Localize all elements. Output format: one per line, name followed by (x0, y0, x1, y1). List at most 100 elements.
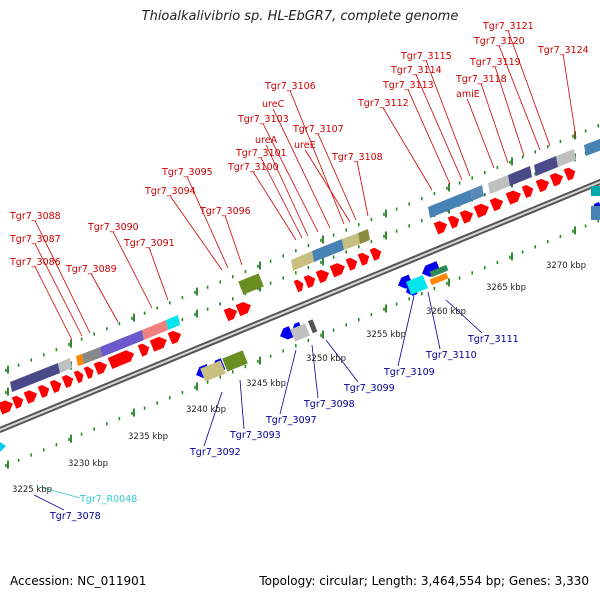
forward-gene-arrow (137, 343, 150, 357)
leader-line (39, 486, 81, 499)
leader-line (34, 243, 83, 337)
reverse-gene-label: Tgr7_3110 (425, 350, 477, 361)
scale-label: 3245 kbp (246, 379, 286, 389)
forward-gene-label: Tgr7_3096 (199, 206, 251, 217)
leader-line (304, 149, 351, 223)
forward-gene-arrow (447, 215, 460, 229)
topology-label: Topology: (259, 574, 316, 588)
reverse-gene-label: Tgr7_3109 (383, 367, 435, 378)
leader-line (112, 231, 153, 309)
leader-line (260, 157, 303, 239)
forward-gene-label: Tgr7_3091 (123, 238, 175, 249)
reverse-feature-blocks (0, 186, 600, 452)
rna-gene-label: Tgr7_R0048 (79, 494, 137, 505)
length-value: 3,464,554 bp (420, 574, 501, 588)
forward-gene-arrow (83, 366, 94, 379)
leader-line (169, 195, 223, 271)
forward-gene-arrow (23, 390, 38, 404)
forward-gene-label: Tgr7_3100 (227, 162, 279, 173)
forward-gene-label: Tgr7_3090 (87, 222, 139, 233)
leader-line (382, 107, 433, 191)
leader-line (466, 98, 495, 169)
reverse-gene-label: Tgr7_3097 (265, 415, 317, 426)
forward-gene-arrow (235, 302, 251, 317)
leader-line (265, 144, 309, 237)
forward-gene-arrow (563, 167, 576, 181)
accession-info: Accession: NC_011901 (10, 574, 146, 588)
forward-gene-label: ureA (255, 135, 278, 146)
leader-line (562, 54, 577, 139)
feature-block (342, 233, 360, 250)
leader-line (203, 391, 223, 447)
forward-gene-arrow (61, 375, 74, 389)
leader-line (445, 299, 483, 334)
forward-gene-label: Tgr7_3124 (537, 45, 589, 56)
accession-value: NC_011901 (77, 574, 147, 588)
reverse-gene-label: Tgr7_3098 (303, 399, 355, 410)
forward-gene-arrow (49, 379, 62, 393)
feature-block (508, 166, 532, 186)
scale-label: 3265 kbp (486, 283, 526, 293)
forward-gene-arrow (37, 384, 50, 398)
leader-line (325, 339, 359, 383)
leader-line (239, 379, 245, 430)
leader-line (224, 215, 243, 266)
feature-block (591, 186, 600, 196)
leader-line (498, 45, 541, 151)
forward-gene-arrow (489, 197, 504, 212)
forward-gene-label: Tgr7_3118 (455, 74, 507, 85)
feature-block (222, 350, 248, 372)
map-title: Thioalkalivibrio sp. HL-EbGR7, complete … (141, 9, 459, 24)
genes-value: 3,330 (554, 574, 589, 588)
scale-label: 3225 kbp (12, 485, 52, 495)
leader-line (397, 295, 415, 367)
leader-line (272, 108, 331, 229)
forward-gene-label: ureE (294, 140, 316, 151)
feature-block (290, 323, 311, 342)
feature-block (584, 138, 600, 156)
feature-block (358, 229, 370, 244)
feature-block (429, 272, 449, 286)
feature-block (82, 347, 102, 364)
forward-gene-label: Tgr7_3112 (357, 98, 409, 109)
forward-gene-arrow (293, 279, 304, 293)
forward-gene-arrow (433, 220, 448, 235)
forward-gene-label: Tgr7_3095 (161, 167, 213, 178)
forward-gene-arrow (315, 269, 330, 284)
scale-label: 3235 kbp (128, 432, 168, 442)
reverse-gene-arrow (280, 326, 294, 340)
leader-line (34, 220, 91, 334)
leader-line (289, 90, 345, 225)
feature-block (58, 358, 72, 373)
forward-gene-arrow (11, 395, 24, 409)
scale-label: 3240 kbp (186, 405, 226, 415)
leader-line (34, 266, 73, 341)
forward-gene-arrow (0, 400, 13, 415)
forward-gene-label: Tgr7_3108 (331, 152, 383, 163)
forward-gene-arrow (223, 307, 238, 322)
feature-block (488, 175, 510, 194)
forward-gene-label: Tgr7_3086 (9, 257, 61, 268)
genome-stats: Topology: circular; Length: 3,464,554 bp… (259, 574, 589, 588)
leader-line (186, 176, 229, 269)
gene-labels: Tgr7_3086 Tgr7_3087 Tgr7_3088 Tgr7_3089 Tgr7… (9, 21, 589, 522)
scale-label: 3260 kbp (426, 307, 466, 317)
feature-block (591, 206, 600, 220)
forward-gene-label: Tgr7_3107 (292, 124, 344, 135)
leader-line (427, 291, 441, 350)
reverse-gene-label: Tgr7_3092 (189, 447, 241, 458)
leader-line (252, 171, 297, 241)
forward-gene-label: amiE (456, 89, 480, 100)
leader-line (317, 133, 357, 221)
feature-block (10, 363, 60, 392)
forward-gene-arrow (329, 263, 345, 278)
genes-label: Genes: (508, 574, 551, 588)
feature-blocks (10, 138, 600, 392)
forward-gene-arrow (73, 370, 84, 384)
forward-gene-arrow (149, 336, 167, 352)
forward-gene-arrow (369, 247, 382, 261)
feature-block (406, 275, 428, 295)
scale-label: 3270 kbp (546, 261, 586, 271)
forward-gene-label: Tgr7_3114 (390, 65, 442, 76)
